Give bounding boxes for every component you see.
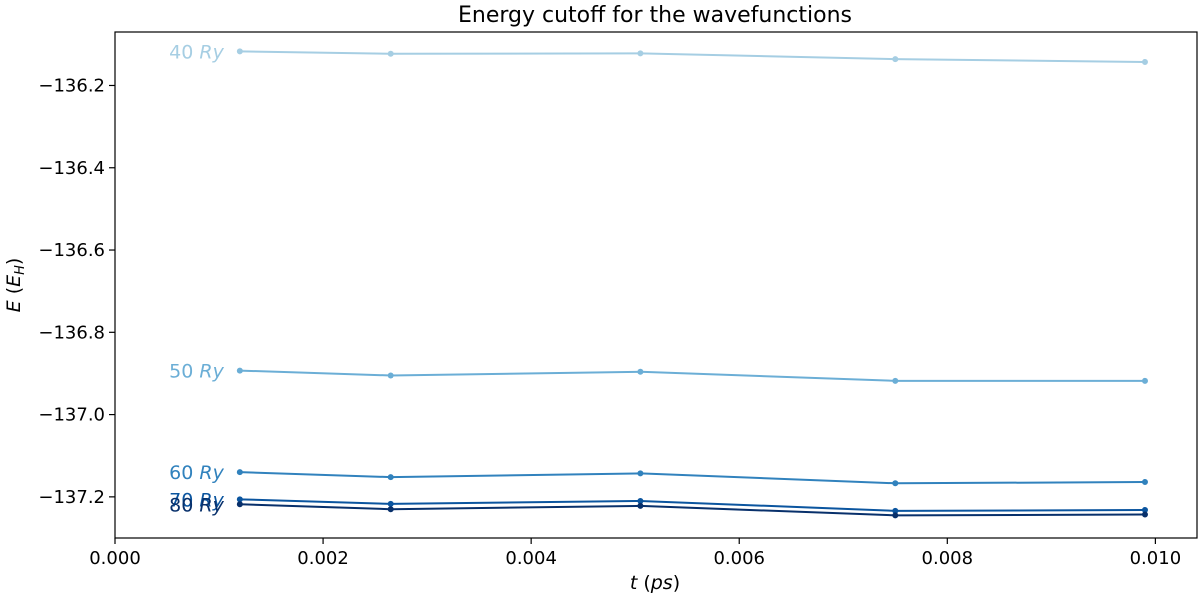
y-axis-title: E (EH)	[3, 258, 28, 313]
y-tick-label: −136.8	[38, 322, 105, 343]
x-tick-label: 0.004	[505, 548, 557, 569]
data-point	[236, 367, 243, 374]
data-point	[637, 470, 644, 477]
series-label: 40 Ry	[169, 41, 224, 63]
series-80-ry: 80 Ry	[169, 494, 1148, 519]
data-point	[892, 56, 899, 63]
y-tick-label: −136.2	[38, 75, 105, 96]
y-axis: −136.2 −136.4 −136.6 −136.8 −137.0 −137.2	[38, 75, 115, 508]
y-tick-label: −137.0	[38, 405, 105, 426]
x-tick-label: 0.008	[922, 548, 974, 569]
series-line	[239, 369, 1145, 382]
data-point	[892, 377, 899, 384]
data-point	[637, 497, 644, 504]
series-label: 80 Ry	[169, 494, 224, 516]
x-axis: 0.000 0.002 0.004 0.006 0.008 0.010	[89, 538, 1181, 569]
data-point	[637, 50, 644, 57]
data-point	[236, 496, 243, 503]
series-label: 70 Ry	[169, 489, 224, 511]
data-point	[1141, 377, 1148, 384]
chart-title: Energy cutoff for the wavefunctions	[458, 3, 852, 28]
data-point	[387, 50, 394, 57]
plot-frame	[114, 31, 1198, 539]
data-point	[387, 474, 394, 481]
series-label: 60 Ry	[169, 462, 224, 484]
data-point	[1141, 511, 1148, 518]
x-axis-title: t (ps)	[630, 572, 680, 594]
data-point	[637, 368, 644, 375]
x-tick-label: 0.010	[1130, 548, 1182, 569]
series-50-ry: 50 Ry	[169, 361, 1148, 384]
data-point	[236, 501, 243, 508]
x-tick-label: 0.002	[297, 548, 349, 569]
data-point	[1141, 59, 1148, 66]
x-tick-label: 0.000	[89, 548, 141, 569]
data-point	[387, 372, 394, 379]
data-point	[236, 48, 243, 55]
data-point	[387, 500, 394, 507]
data-point	[387, 506, 394, 513]
y-tick-label: −136.4	[38, 158, 105, 179]
series-60-ry: 60 Ry	[169, 462, 1148, 487]
series-40-ry: 40 Ry	[169, 41, 1148, 66]
data-point	[637, 502, 644, 509]
series-line	[239, 471, 1145, 485]
series-label: 50 Ry	[169, 361, 224, 383]
data-point	[892, 507, 899, 514]
series-line	[239, 50, 1145, 64]
data-point	[892, 480, 899, 487]
data-point	[1141, 479, 1148, 486]
data-point	[236, 469, 243, 476]
data-point	[892, 512, 899, 519]
series-70-ry: 70 Ry	[169, 489, 1148, 514]
x-tick-label: 0.006	[713, 548, 765, 569]
data-point	[1141, 507, 1148, 514]
y-tick-label: −137.2	[38, 487, 105, 508]
y-tick-label: −136.6	[38, 240, 105, 261]
